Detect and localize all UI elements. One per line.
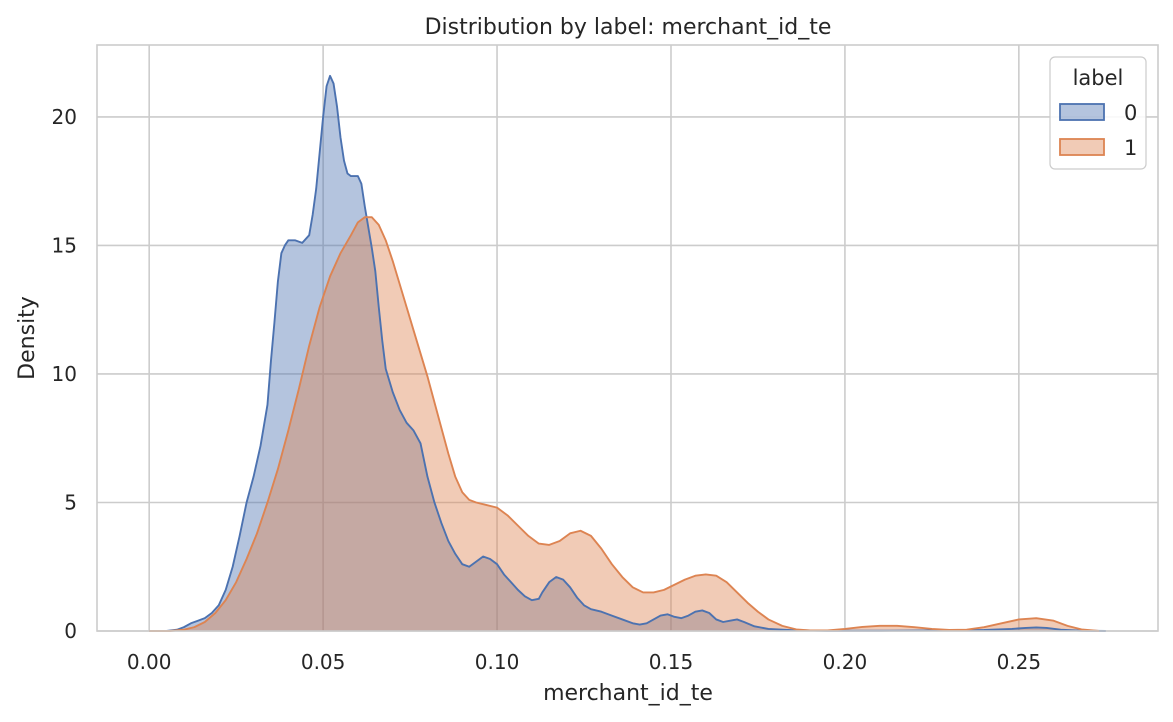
x-tick-label-5: 0.25 <box>997 650 1042 674</box>
y-tick-label-3: 15 <box>52 233 77 257</box>
legend-box <box>1049 56 1147 170</box>
density-area-0 <box>149 75 1106 632</box>
density-area-1 <box>149 217 1099 631</box>
legend-title: label <box>1073 66 1124 90</box>
plot-frame <box>96 44 1159 632</box>
chart-title: Distribution by label: merchant_id_te <box>425 15 832 40</box>
y-tick-label-2: 10 <box>52 362 77 386</box>
density-line-1 <box>149 216 1099 632</box>
y-axis-label: Density <box>15 296 40 380</box>
x-tick-label-3: 0.15 <box>649 650 694 674</box>
legend-swatch-0 <box>1059 103 1105 121</box>
y-tick-label-1: 5 <box>64 490 77 514</box>
legend-label-1: 1 <box>1124 136 1137 160</box>
legend: label 0 1 <box>1049 56 1147 170</box>
density-areas <box>149 74 1106 632</box>
y-tick-label-4: 20 <box>52 105 77 129</box>
y-tick-label-0: 0 <box>64 619 77 643</box>
y-axis-ticks: 0 5 10 15 20 <box>52 105 77 643</box>
x-tick-label-1: 0.05 <box>301 650 346 674</box>
x-axis-label: merchant_id_te <box>543 681 713 706</box>
x-tick-label-2: 0.10 <box>475 650 520 674</box>
x-tick-label-4: 0.20 <box>823 650 868 674</box>
legend-label-0: 0 <box>1124 101 1137 125</box>
x-tick-label-0: 0.00 <box>127 650 172 674</box>
x-axis-ticks: 0.00 0.05 0.10 0.15 0.20 0.25 <box>127 650 1041 674</box>
density-line-0 <box>149 74 1106 632</box>
legend-swatch-1 <box>1059 138 1105 156</box>
